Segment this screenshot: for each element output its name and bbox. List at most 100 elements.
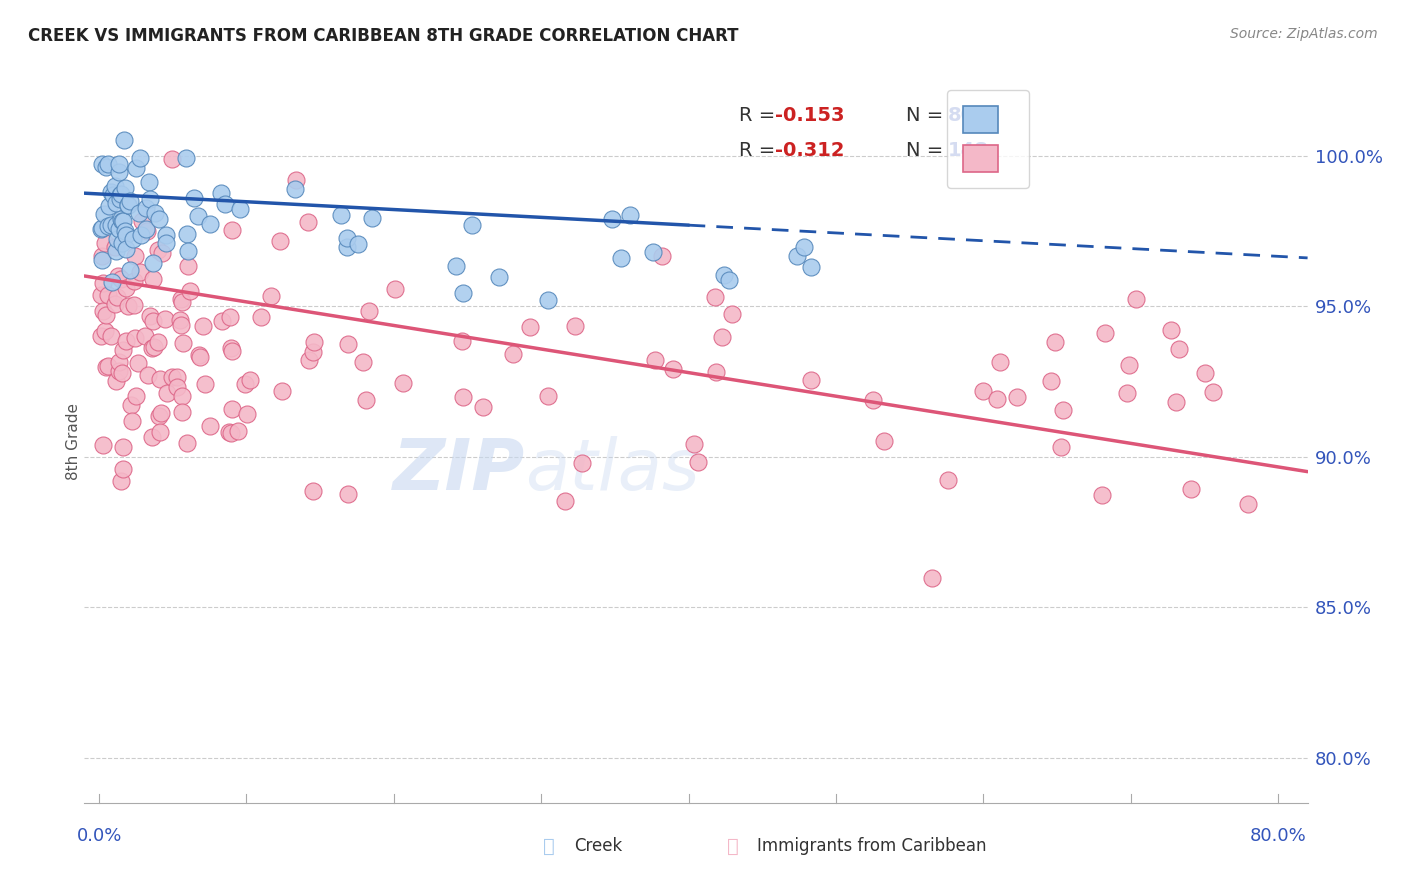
Point — [136, 368, 159, 382]
Point — [93, 207, 115, 221]
Point — [96, 160, 118, 174]
Point — [571, 457, 593, 471]
Text: -0.312: -0.312 — [776, 141, 845, 161]
Point — [149, 425, 172, 439]
Point — [142, 256, 165, 270]
Point — [651, 249, 673, 263]
Point — [90, 221, 112, 235]
Point — [221, 223, 243, 237]
Point — [110, 211, 132, 226]
Point — [128, 151, 150, 165]
Point — [108, 187, 131, 202]
Point — [170, 292, 193, 306]
Point — [148, 211, 170, 226]
Point — [155, 228, 177, 243]
Text: Source: ZipAtlas.com: Source: ZipAtlas.com — [1230, 27, 1378, 41]
Point — [451, 334, 474, 349]
Point — [537, 389, 560, 403]
Point — [100, 275, 122, 289]
Point — [297, 215, 319, 229]
Point — [134, 329, 156, 343]
Point — [129, 228, 152, 243]
Point — [97, 287, 120, 301]
Point — [250, 310, 273, 325]
Text: Immigrants from Caribbean: Immigrants from Caribbean — [758, 838, 987, 855]
Point — [111, 214, 134, 228]
Point — [111, 366, 134, 380]
Point — [1194, 366, 1216, 380]
Point — [236, 407, 259, 421]
Point — [115, 243, 138, 257]
Point — [170, 389, 193, 403]
Text: Creek: Creek — [574, 838, 621, 855]
Point — [302, 345, 325, 359]
Point — [122, 232, 145, 246]
Point — [139, 310, 162, 324]
Point — [105, 219, 128, 233]
Point — [146, 335, 169, 350]
Point — [176, 259, 198, 273]
Point — [644, 352, 666, 367]
Point — [219, 425, 242, 440]
Point — [124, 331, 146, 345]
Point — [1094, 326, 1116, 340]
Point — [139, 192, 162, 206]
Point — [176, 244, 198, 258]
Point — [1043, 334, 1066, 349]
Point — [143, 206, 166, 220]
Point — [90, 287, 112, 301]
Point — [564, 318, 586, 333]
Point — [347, 236, 370, 251]
Point — [704, 290, 727, 304]
Point — [142, 271, 165, 285]
Point — [120, 399, 142, 413]
Point — [862, 392, 884, 407]
Point — [148, 409, 170, 424]
Point — [1039, 374, 1062, 388]
Point — [1118, 358, 1140, 372]
Point — [1202, 384, 1225, 399]
Point — [104, 179, 127, 194]
Point — [122, 273, 145, 287]
Point — [142, 340, 165, 354]
Point — [114, 281, 136, 295]
Point — [91, 438, 114, 452]
Point — [101, 187, 124, 202]
Point — [662, 362, 685, 376]
Point — [117, 299, 139, 313]
Text: ZIP: ZIP — [392, 436, 524, 505]
Point — [125, 161, 148, 175]
Point — [141, 430, 163, 444]
Point — [519, 319, 541, 334]
Point — [187, 209, 209, 223]
Point — [1160, 323, 1182, 337]
Point — [330, 207, 353, 221]
Point — [110, 187, 132, 202]
Point — [444, 260, 467, 274]
Point — [100, 328, 122, 343]
Text: 148: 148 — [948, 141, 988, 161]
Point — [384, 281, 406, 295]
Point — [112, 134, 135, 148]
Point — [107, 269, 129, 284]
Point — [600, 211, 623, 226]
Point — [91, 221, 114, 235]
Point — [176, 435, 198, 450]
Point — [988, 355, 1011, 369]
Point — [239, 373, 262, 387]
Y-axis label: 8th Grade: 8th Grade — [66, 403, 80, 480]
Point — [1125, 292, 1147, 306]
Point — [284, 173, 307, 187]
Point — [921, 571, 943, 585]
Point — [176, 151, 198, 165]
Point — [392, 376, 415, 390]
Point — [104, 297, 127, 311]
Point — [111, 462, 134, 476]
Point — [156, 385, 179, 400]
Point — [105, 290, 128, 304]
Point — [170, 318, 193, 332]
Point — [150, 246, 173, 260]
Text: R =: R = — [738, 106, 782, 126]
Point — [793, 240, 815, 254]
Point — [96, 308, 118, 322]
